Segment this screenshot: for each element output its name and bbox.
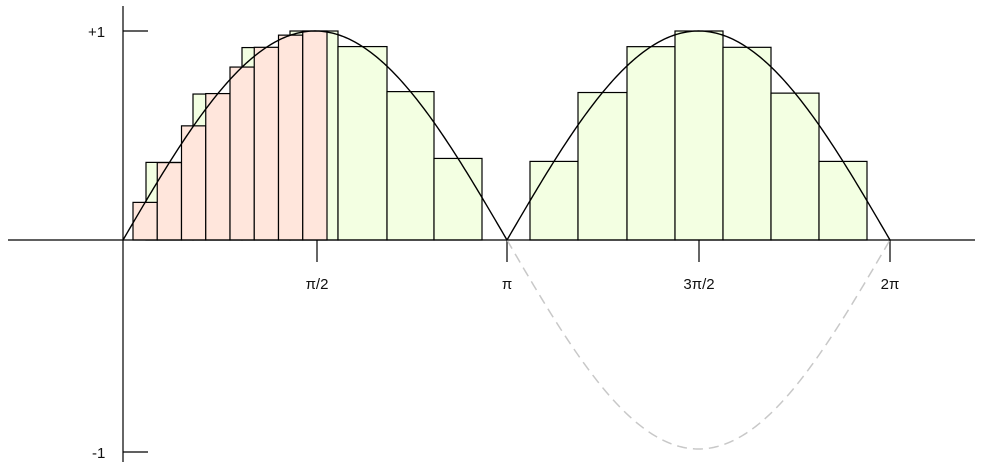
sine-lower-dashed-curve: [506, 239, 891, 450]
fine-bar: [156, 161, 183, 241]
coarse-bar: [674, 30, 724, 241]
fine-bar: [132, 201, 158, 241]
fine-bars: [132, 30, 328, 241]
y-label-plus-one: +1: [88, 24, 105, 41]
x-label-half-pi: π/2: [306, 276, 329, 293]
fine-bar: [253, 46, 280, 241]
coarse-bar: [722, 46, 772, 241]
coarse-bar: [386, 91, 435, 241]
x-label-two-pi: 2π: [881, 276, 900, 293]
fine-bar: [302, 30, 328, 241]
fine-bar: [205, 92, 231, 241]
fine-bar: [180, 125, 207, 241]
fine-bar: [277, 34, 304, 241]
coarse-bar: [626, 46, 676, 241]
coarse-bar: [433, 157, 483, 241]
y-label-minus-one: -1: [92, 445, 105, 462]
coarse-bar: [818, 160, 868, 241]
x-label-three-half-pi: 3π/2: [683, 276, 714, 293]
coarse-bar: [529, 160, 579, 241]
coarse-bar: [337, 45, 388, 241]
abs-sine-curve: [122, 30, 891, 242]
x-label-pi: π: [502, 276, 512, 293]
fine-bar: [229, 66, 255, 241]
